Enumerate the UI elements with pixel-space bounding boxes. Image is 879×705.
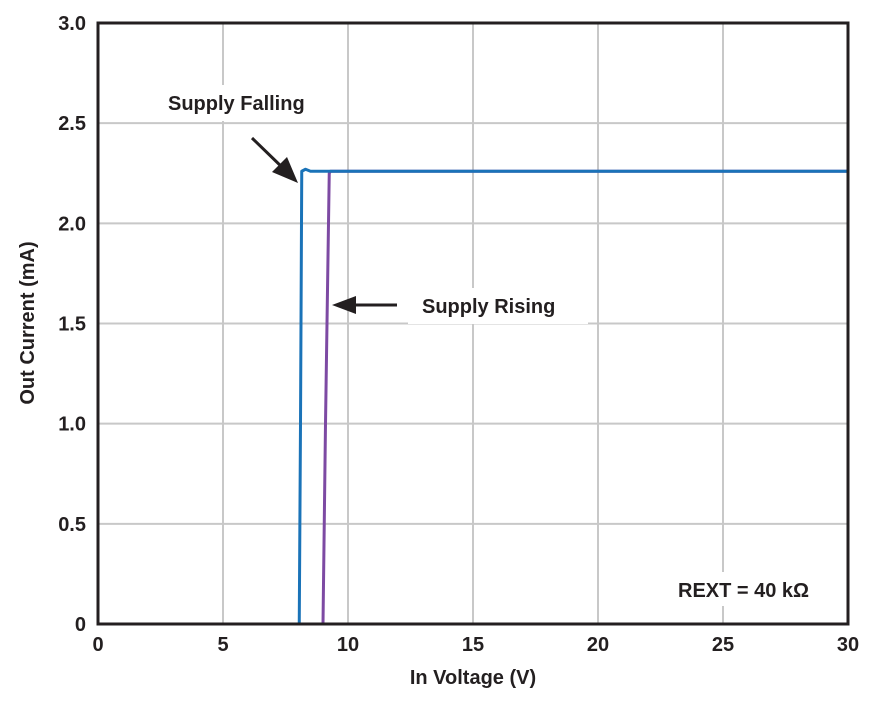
x-tick-label: 0	[92, 634, 103, 656]
y-tick-label: 0	[75, 614, 86, 636]
y-tick-label: 3.0	[58, 13, 86, 35]
supply-falling-label: Supply Falling	[168, 93, 305, 115]
y-tick-label: 0.5	[58, 514, 86, 536]
supply-falling-arrow-icon	[250, 136, 298, 183]
y-axis-title: Out Current (mA)	[17, 241, 39, 404]
x-tick-label: 10	[337, 634, 359, 656]
y-tick-label: 2.0	[58, 213, 86, 235]
rext-label-bg	[670, 572, 832, 606]
x-tick-label: 5	[217, 634, 228, 656]
y-tick-label: 1.5	[58, 314, 86, 336]
plot-frame	[96, 21, 850, 626]
x-tick-label: 15	[462, 634, 484, 656]
y-tick-label: 2.5	[58, 113, 86, 135]
supply-rising-arrow-icon	[332, 296, 397, 314]
y-tick-label: 1.0	[58, 414, 86, 436]
supply-falling-label-bg	[155, 85, 333, 121]
x-axis-ticks: 0 5 10 15 20 25 30	[92, 634, 859, 656]
rext-label: REXT = 40 kΩ	[678, 580, 809, 602]
y-axis-ticks: 0 0.5 1.0 1.5 2.0 2.5 3.0	[58, 13, 86, 636]
supply-rising-label: Supply Rising	[422, 296, 555, 318]
supply-rising-label-bg	[408, 288, 588, 324]
grid-lines	[98, 23, 848, 624]
x-tick-label: 30	[837, 634, 859, 656]
x-tick-label: 20	[587, 634, 609, 656]
x-axis-title: In Voltage (V)	[410, 667, 536, 689]
x-tick-label: 25	[712, 634, 734, 656]
